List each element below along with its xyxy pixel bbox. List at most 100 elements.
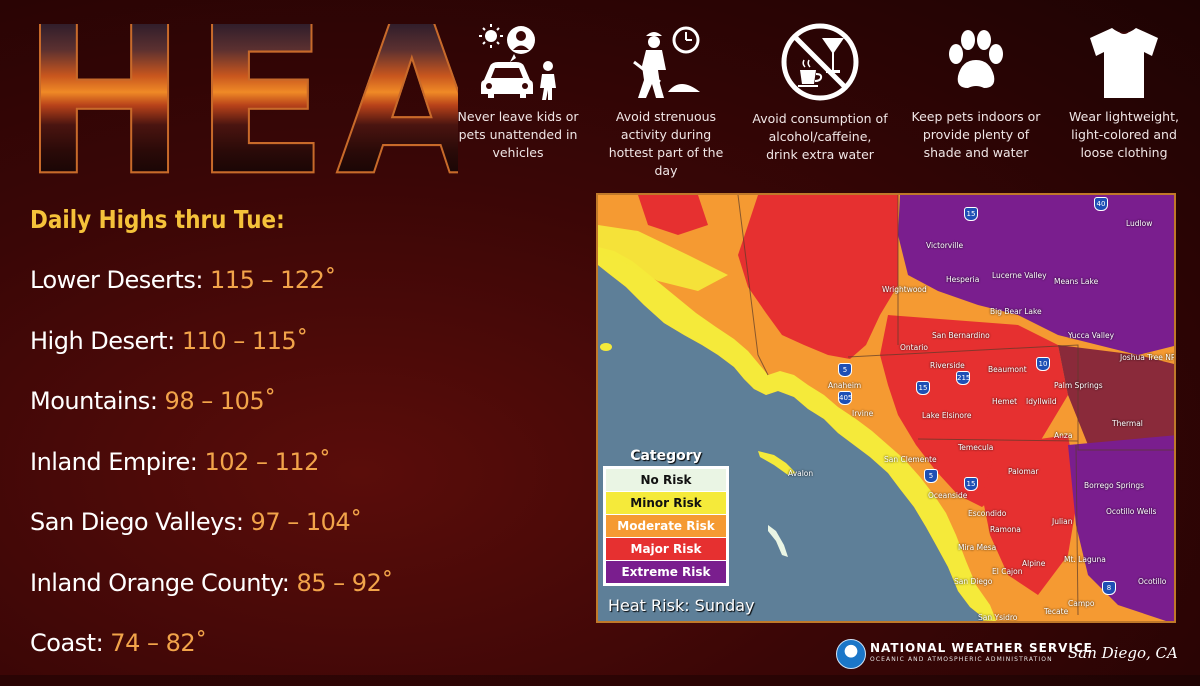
paw-icon (949, 30, 1003, 88)
legend-major-risk: Major Risk (606, 538, 726, 560)
place-avalon: Avalon (788, 469, 814, 478)
highs-list: Lower Deserts: 115 – 122˚ High Desert: 1… (30, 262, 393, 686)
major-risk-zone (638, 195, 708, 235)
place-anaheim: Anaheim (828, 381, 862, 390)
interstate-10-shield: 10 (1036, 357, 1050, 371)
noaa-logo-icon (836, 639, 866, 669)
legend-no-risk: No Risk (606, 469, 726, 491)
place-ontario: Ontario (900, 343, 928, 352)
place-yucca-valley: Yucca Valley (1068, 331, 1115, 340)
heat-risk-map: Victorville Hesperia Lucerne Valley Mean… (596, 193, 1176, 623)
tip-alcohol: Avoid consumption of alcohol/caffeine, d… (752, 22, 888, 164)
interstate-40-shield: 40 (1094, 197, 1108, 211)
place-alpine: Alpine (1022, 559, 1046, 568)
tip-text: Avoid consumption of alcohol/caffeine, d… (752, 111, 888, 162)
place-anza: Anza (1054, 431, 1073, 440)
region-name: Coast: (30, 629, 104, 657)
place-mira-mesa: Mira Mesa (958, 543, 997, 552)
place-borrego-springs: Borrego Springs (1084, 481, 1145, 490)
place-beaumont: Beaumont (988, 365, 1027, 374)
agency-subtitle: OCEANIC AND ATMOSPHERIC ADMINISTRATION (870, 656, 1053, 663)
place-oceanside: Oceanside (928, 491, 968, 500)
place-irvine: Irvine (852, 409, 874, 418)
place-san-ysidro: San Ysidro (978, 613, 1018, 622)
place-san-clemente: San Clemente (884, 455, 937, 464)
tip-clothing: Wear lightweight, light-colored and loos… (1056, 22, 1192, 162)
place-tecate: Tecate (1044, 607, 1069, 616)
place-julian: Julian (1052, 517, 1073, 526)
interstate-405-shield: 405 (838, 391, 852, 405)
high-row-lower-deserts: Lower Deserts: 115 – 122˚ (30, 262, 393, 323)
temperature-range: 85 – 92˚ (296, 568, 394, 597)
minor-risk-zone (598, 225, 728, 291)
tip-text: Avoid strenuous activity during hottest … (608, 109, 724, 178)
place-joshua-tree: Joshua Tree NP (1120, 353, 1176, 362)
temperature-range: 115 – 122˚ (210, 266, 336, 294)
san-clemente-island (768, 525, 788, 557)
place-lucerne-valley: Lucerne Valley (992, 271, 1047, 280)
legend-extreme-risk: Extreme Risk (606, 561, 726, 583)
interstate-5-shield: 5 (838, 363, 852, 377)
tip-vehicles: Never leave kids or pets unattended in v… (450, 22, 586, 162)
place-idyllwild: Idyllwild (1026, 397, 1057, 406)
temperature-range: 98 – 105˚ (164, 387, 277, 415)
interstate-15-shield: 15 (964, 477, 978, 491)
major-risk-zone (738, 195, 898, 359)
region-name: San Diego Valleys: (30, 508, 244, 536)
place-victorville: Victorville (926, 241, 964, 250)
high-row-mountains: Mountains: 98 – 105˚ (30, 383, 393, 444)
interstate-5-shield: 5 (924, 469, 938, 483)
place-palomar: Palomar (1008, 467, 1039, 476)
temperature-range: 110 – 115˚ (181, 326, 308, 355)
place-escondido: Escondido (968, 509, 1007, 518)
high-row-coast: Coast: 74 – 82˚ (30, 625, 393, 686)
heat-letter-e: E (193, 24, 336, 180)
interstate-15-shield: 15 (964, 207, 978, 221)
place-ludlow: Ludlow (1126, 219, 1153, 228)
place-big-bear-lake: Big Bear Lake (990, 307, 1042, 316)
major-risk-zone (982, 435, 1078, 595)
high-row-high-desert: High Desert: 110 – 115˚ (30, 323, 393, 384)
place-riverside: Riverside (930, 361, 965, 370)
temperature-range: 74 – 82˚ (110, 629, 207, 657)
place-san-diego: San Diego (954, 577, 993, 586)
highs-heading: Daily Highs thru Tue: (30, 205, 285, 234)
interstate-215-shield: 215 (956, 371, 970, 385)
catalina-island (758, 451, 796, 475)
agency-name: NATIONAL WEATHER SERVICE (870, 641, 1093, 655)
worker-shovel-clock-icon (633, 26, 700, 98)
no-alcohol-caffeine-icon (781, 23, 859, 101)
place-ocotillo: Ocotillo (1138, 577, 1167, 586)
extreme-risk-zone (1058, 345, 1174, 455)
region-name: Inland Orange County: (30, 568, 290, 597)
tip-text: Never leave kids or pets unattended in v… (457, 109, 579, 160)
office-name: San Diego, CA (1068, 644, 1178, 662)
place-mt-laguna: Mt. Laguna (1064, 555, 1106, 564)
tshirt-icon (1090, 28, 1158, 98)
minor-risk-zone (598, 247, 997, 621)
legend-minor-risk: Minor Risk (606, 492, 726, 514)
tip-text: Wear lightweight, light-colored and loos… (1069, 109, 1179, 160)
place-campo: Campo (1068, 599, 1095, 608)
safety-tips: Never leave kids or pets unattended in v… (452, 22, 1192, 182)
place-el-cajon: El Cajon (992, 567, 1023, 576)
region-name: Mountains: (30, 387, 158, 415)
heat-letter-h: H (22, 24, 194, 180)
region-name: Lower Deserts: (30, 266, 203, 294)
heat-letter-a: A (335, 24, 458, 180)
child-car-sun-icon (479, 24, 556, 100)
high-row-inland-empire: Inland Empire: 102 – 112˚ (30, 444, 393, 505)
place-palm-springs: Palm Springs (1054, 381, 1103, 390)
temperature-range: 102 – 112˚ (204, 447, 331, 476)
map-legend: Category No Risk Minor Risk Moderate Ris… (603, 446, 729, 586)
place-ocotillo-wells: Ocotillo Wells (1106, 507, 1157, 516)
place-means-lake: Means Lake (1054, 277, 1099, 286)
legend-title: Category (630, 448, 702, 464)
temperature-range: 97 – 104˚ (250, 508, 363, 536)
place-lake-elsinore: Lake Elsinore (922, 411, 972, 420)
legend-moderate-risk: Moderate Risk (606, 515, 726, 537)
legend-items: No Risk Minor Risk Moderate Risk Major R… (603, 466, 729, 586)
tip-text: Keep pets indoors or provide plenty of s… (911, 109, 1041, 160)
place-hemet: Hemet (992, 397, 1018, 406)
high-row-inland-orange-county: Inland Orange County: 85 – 92˚ (30, 565, 393, 626)
